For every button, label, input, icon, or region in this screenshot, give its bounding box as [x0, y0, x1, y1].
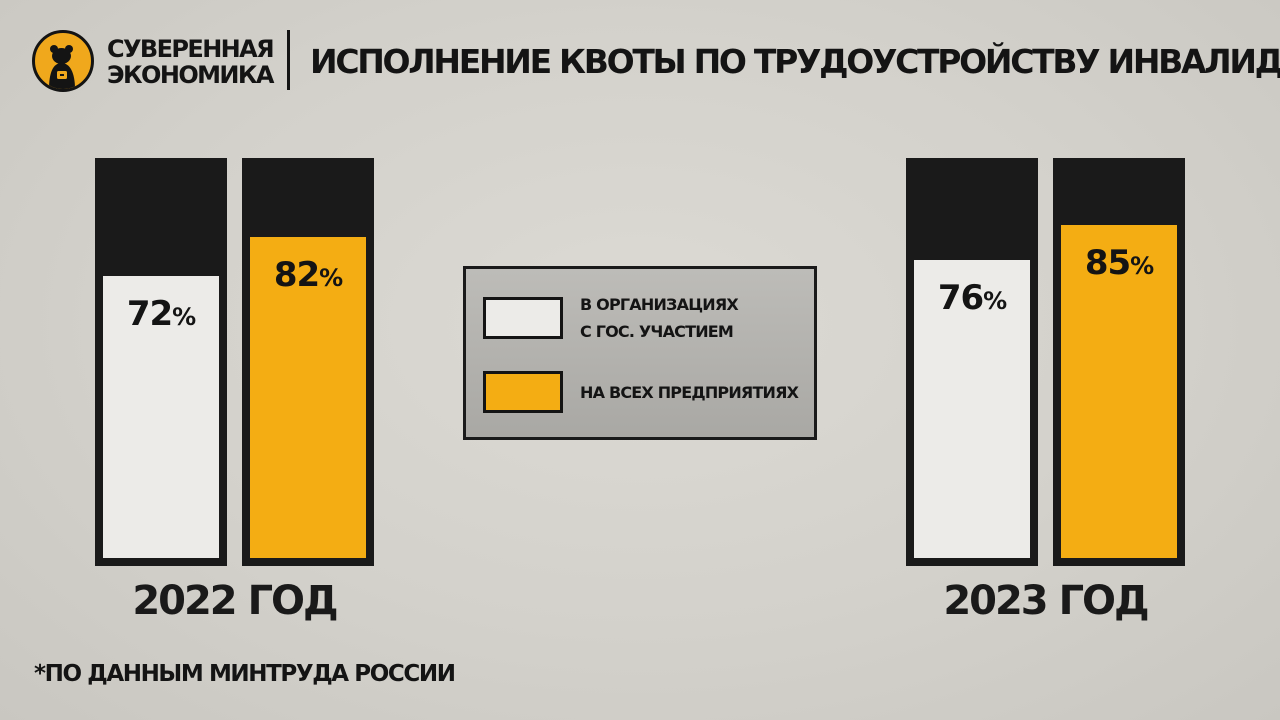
source-footnote: *ПО ДАННЫМ МИНТРУДА РОССИИ: [34, 661, 456, 687]
bar-value-label-all-1: 82%: [250, 255, 366, 295]
bar-value-number: 72: [126, 294, 173, 334]
bar-frame-government-1: 72%: [95, 158, 227, 566]
bar-value-label-all-2: 85%: [1061, 243, 1177, 283]
bar-value-label-government-2: 76%: [914, 278, 1030, 318]
bar-government-1: 72%: [103, 276, 219, 558]
brand-line-2: ЭКОНОМИКА: [107, 61, 274, 89]
bar-government-2: 76%: [914, 260, 1030, 558]
legend-label-all: НА ВСЕХ ПРЕДПРИЯТИЯХ: [580, 379, 799, 406]
bar-all-2: 85%: [1061, 225, 1177, 558]
bar-value-unit: %: [983, 287, 1007, 315]
logo-bear-icon: [32, 30, 94, 92]
bar-frame-all-1: 82%: [242, 158, 374, 566]
legend-item-all: НА ВСЕХ ПРЕДПРИЯТИЯХ: [483, 371, 804, 413]
legend-label-government-line-1: В ОРГАНИЗАЦИЯХ: [580, 295, 739, 314]
legend-label-government: В ОРГАНИЗАЦИЯХ С ГОС. УЧАСТИЕМ: [580, 291, 739, 345]
bar-frame-all-2: 85%: [1053, 158, 1185, 566]
brand-line-1: СУВЕРЕННАЯ: [107, 35, 275, 63]
legend-item-government: В ОРГАНИЗАЦИЯХ С ГОС. УЧАСТИЕМ: [483, 291, 804, 345]
bar-value-number: 76: [937, 278, 984, 318]
chart-legend: В ОРГАНИЗАЦИЯХ С ГОС. УЧАСТИЕМ НА ВСЕХ П…: [463, 266, 817, 440]
bar-frame-government-2: 76%: [906, 158, 1038, 566]
bar-value-unit: %: [319, 264, 343, 292]
chart-title: ИСПОЛНЕНИЕ КВОТЫ ПО ТРУДОУСТРОЙСТВУ ИНВА…: [310, 42, 1280, 81]
bar-value-unit: %: [1130, 252, 1154, 280]
legend-label-government-line-2: С ГОС. УЧАСТИЕМ: [580, 322, 734, 341]
legend-label-all-line-1: НА ВСЕХ ПРЕДПРИЯТИЯХ: [580, 382, 799, 402]
bar-value-unit: %: [172, 303, 196, 331]
header-divider: [287, 30, 290, 90]
legend-swatch-all: [483, 371, 563, 413]
bar-value-number: 82: [273, 255, 320, 295]
bar-all-1: 82%: [250, 237, 366, 558]
category-label-2: 2023 ГОД: [943, 578, 1149, 624]
bar-value-number: 85: [1084, 243, 1131, 283]
legend-swatch-government: [483, 297, 563, 339]
bar-value-label-government-1: 72%: [103, 294, 219, 334]
brand-name: СУВЕРЕННАЯ ЭКОНОМИКА: [107, 35, 275, 89]
category-label-1: 2022 ГОД: [132, 578, 338, 624]
